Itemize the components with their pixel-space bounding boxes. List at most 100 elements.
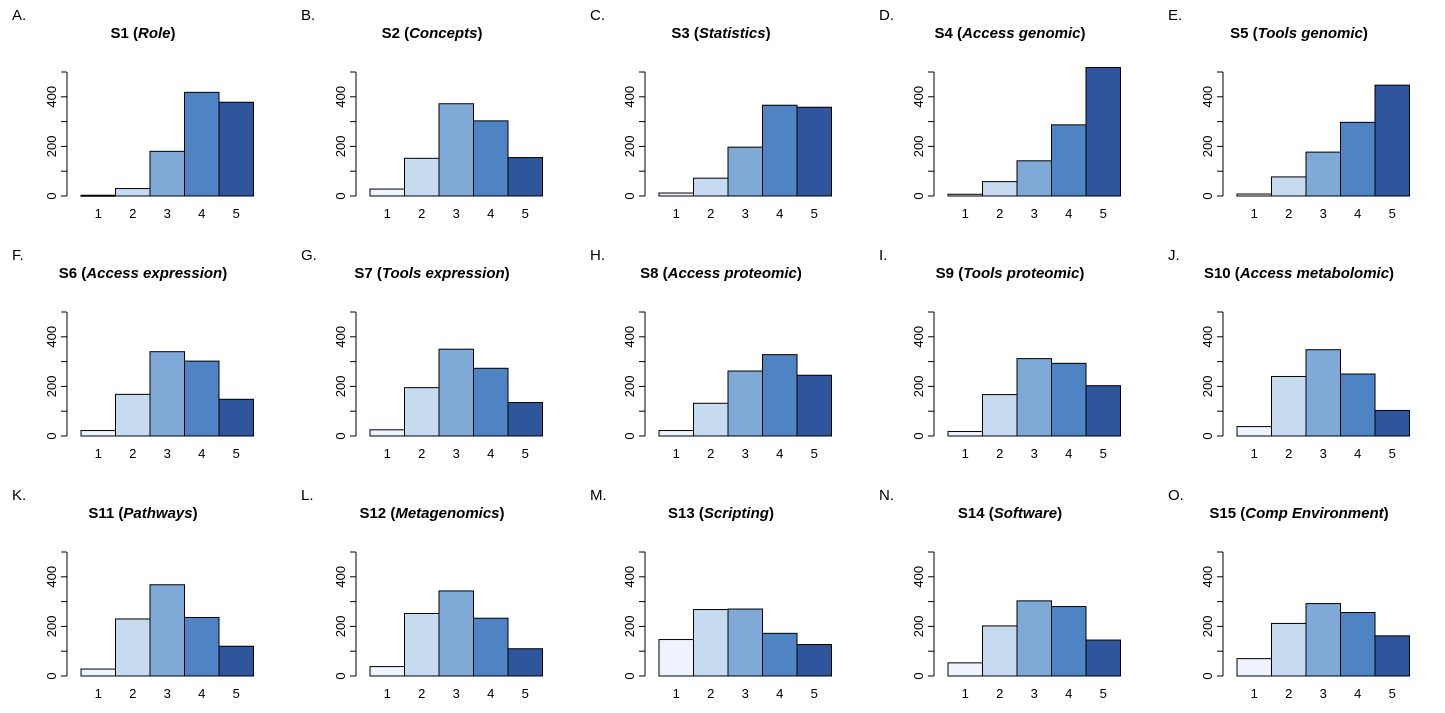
x-tick-label: 4 (198, 446, 205, 461)
x-tick-label: 4 (487, 206, 494, 221)
panel-letter: J. (1168, 247, 1180, 264)
panel-title-close-paren: ) (477, 25, 482, 42)
chart-panel: L. S12 (Metagenomics) 0 200 400 1 2 3 4 5 (301, 487, 543, 701)
panel-letter: O. (1168, 487, 1184, 504)
panel-title-italic: Role (138, 25, 171, 42)
x-tick-label: 5 (1100, 446, 1107, 461)
bar (507, 157, 543, 197)
panel-title-main: S8 (640, 265, 658, 282)
y-tick-label: 400 (1200, 566, 1215, 588)
panel-title-main: S12 (359, 505, 386, 522)
panel-letter: G. (301, 247, 317, 264)
panel-title-close-paren: ) (1384, 505, 1389, 522)
panel-title-close-paren: ) (766, 25, 771, 42)
x-tick-label: 2 (129, 446, 136, 461)
bar (115, 188, 151, 197)
y-tick-label: 400 (622, 86, 637, 108)
bar (762, 354, 798, 437)
x-tick-label: 4 (776, 206, 783, 221)
x-tick-label: 2 (707, 686, 714, 701)
panel-title-main: S10 (1204, 265, 1231, 282)
panel-title-close-paren: ) (797, 265, 802, 282)
y-tick-label: 400 (44, 566, 59, 588)
y-tick-label: 200 (911, 136, 926, 158)
panel-letter: N. (879, 487, 894, 504)
bar (1271, 176, 1307, 197)
bar (80, 668, 116, 677)
bar (796, 644, 832, 677)
panel-title: S2 (Concepts) (382, 25, 483, 42)
x-tick-label: 3 (1031, 686, 1038, 701)
panel-title-open-paren: ( (1236, 505, 1245, 522)
panel-title-italic: Tools proteomic (963, 265, 1080, 282)
x-tick-label: 2 (129, 206, 136, 221)
bar (473, 617, 509, 677)
x-tick-label: 2 (996, 686, 1003, 701)
panel-title-italic: Tools expression (382, 265, 505, 282)
bar (762, 632, 798, 677)
y-tick-label: 400 (622, 566, 637, 588)
bar (727, 370, 763, 437)
panel-letter: F. (12, 247, 24, 264)
x-tick-label: 3 (1031, 206, 1038, 221)
bar (1271, 375, 1307, 437)
bar (1051, 124, 1087, 197)
bar (1271, 622, 1307, 677)
bar (693, 177, 729, 197)
x-tick-label: 3 (453, 686, 460, 701)
chart-panel: A. S1 (Role) 0 200 400 1 2 3 4 5 (12, 7, 254, 221)
panel-title-close-paren: ) (500, 505, 505, 522)
x-tick-label: 2 (1285, 206, 1292, 221)
x-tick-label: 5 (522, 206, 529, 221)
panel-letter: B. (301, 7, 315, 24)
bar (507, 402, 543, 437)
x-tick-label: 4 (1065, 446, 1072, 461)
bar (184, 360, 220, 437)
panel-title: S12 (Metagenomics) (359, 505, 504, 522)
x-tick-label: 4 (1354, 446, 1361, 461)
panel-title: S14 (Software) (958, 505, 1062, 522)
chart-panel: O. S15 (Comp Environment) 0 200 400 1 2 3 4 5 (1168, 487, 1410, 701)
bar (369, 429, 405, 437)
x-tick-label: 1 (962, 446, 969, 461)
x-tick-label: 5 (1389, 206, 1396, 221)
bar (1374, 635, 1410, 677)
bar (1051, 362, 1087, 437)
bar (1085, 385, 1121, 437)
panel-letter: A. (12, 7, 26, 24)
x-tick-label: 4 (1065, 206, 1072, 221)
x-tick-label: 1 (962, 686, 969, 701)
bar (1236, 426, 1272, 437)
panel-letter: E. (1168, 7, 1182, 24)
bar (1305, 151, 1341, 197)
panel-title-italic: Access metabolomic (1239, 265, 1390, 282)
bar (1340, 373, 1376, 437)
x-tick-label: 5 (1100, 206, 1107, 221)
x-tick-label: 1 (673, 206, 680, 221)
x-tick-label: 2 (707, 206, 714, 221)
bar (369, 188, 405, 197)
chart-panel: I. S9 (Tools proteomic) 0 200 400 1 2 3 4 5 (879, 247, 1121, 461)
panel-title-italic: Access genomic (961, 25, 1081, 42)
chart-panel: H. S8 (Access proteomic) 0 200 400 1 2 3 4 5 (590, 247, 832, 461)
bar (1236, 658, 1272, 677)
panel-title: S8 (Access proteomic) (640, 265, 802, 282)
y-tick-label: 200 (1200, 376, 1215, 398)
y-tick-label: 200 (333, 616, 348, 638)
panel-title-main: S15 (1209, 505, 1236, 522)
panel-title-open-paren: ( (373, 265, 382, 282)
bar (1085, 67, 1121, 197)
panel-title-open-paren: ( (1248, 25, 1257, 42)
bar (982, 625, 1018, 677)
y-tick-label: 0 (333, 432, 348, 439)
bar (438, 348, 474, 437)
panel-title-close-paren: ) (1079, 265, 1084, 282)
panel-title-close-paren: ) (222, 265, 227, 282)
x-tick-label: 1 (1251, 206, 1258, 221)
panel-letter: M. (590, 487, 607, 504)
bar (1340, 121, 1376, 197)
chart-panel: N. S14 (Software) 0 200 400 1 2 3 4 5 (879, 487, 1121, 701)
x-tick-label: 2 (418, 446, 425, 461)
y-tick-label: 200 (44, 376, 59, 398)
